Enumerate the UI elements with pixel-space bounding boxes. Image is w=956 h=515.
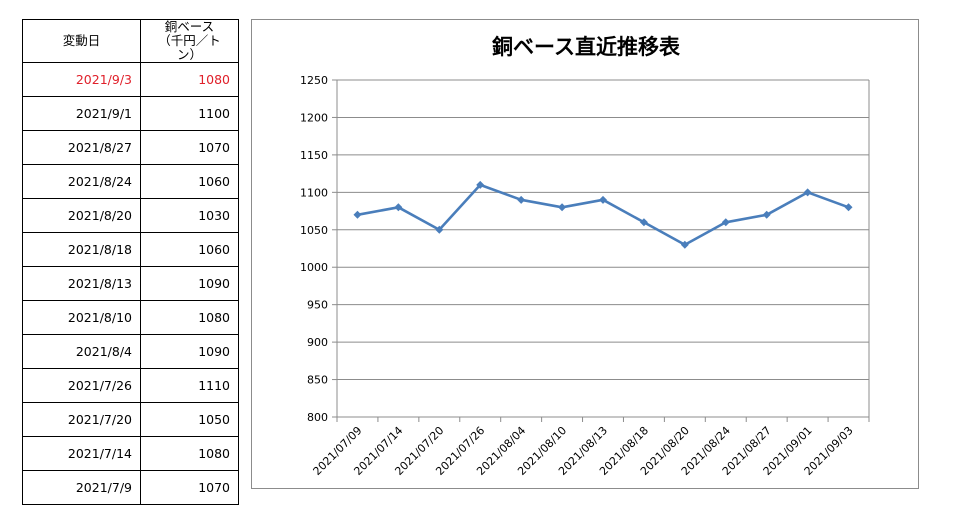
data-point: [353, 210, 362, 219]
x-axis: 2021/07/092021/07/142021/07/202021/07/26…: [311, 417, 870, 478]
price-table: 変動日 銅ベース （千円／トン） 2021/9/3 1080 2021/9/1 110…: [22, 19, 239, 505]
table-row: 2021/8/27 1070: [22, 130, 239, 165]
row-date: 2021/8/4: [22, 334, 141, 369]
table-row: 2021/8/20 1030: [22, 198, 239, 233]
y-tick-label: 1000: [300, 261, 328, 274]
table-row: 2021/7/26 1110: [22, 368, 239, 403]
data-point: [394, 203, 403, 212]
table-row: 2021/8/24 1060: [22, 164, 239, 199]
y-tick-label: 950: [307, 299, 328, 312]
data-point: [639, 218, 648, 227]
row-date: 2021/7/14: [22, 436, 141, 471]
y-tick-label: 800: [307, 411, 328, 424]
row-date: 2021/8/24: [22, 164, 141, 199]
data-point: [476, 180, 485, 189]
row-price: 1080: [140, 300, 239, 335]
row-date: 2021/9/3: [22, 62, 141, 97]
table-row: 2021/8/10 1080: [22, 300, 239, 335]
y-tick-label: 1200: [300, 111, 328, 124]
y-tick-label: 900: [307, 336, 328, 349]
data-point: [680, 240, 689, 249]
data-point: [435, 225, 444, 234]
series-line: [357, 183, 849, 247]
row-price: 1060: [140, 232, 239, 267]
y-tick-label: 1100: [300, 186, 328, 199]
table-row: 2021/8/18 1060: [22, 232, 239, 267]
table-row: 2021/7/20 1050: [22, 402, 239, 437]
table-row: 2021/8/13 1090: [22, 266, 239, 301]
row-price: 1070: [140, 470, 239, 505]
row-price: 1110: [140, 368, 239, 403]
row-price: 1100: [140, 96, 239, 131]
line-chart: 銅ベース直近推移表 800 850 900 950 1000 1050 1100 1150 12…: [300, 35, 870, 478]
row-date: 2021/8/10: [22, 300, 141, 335]
table-body: 2021/9/3 1080 2021/9/1 1100 2021/8/27 1070 202…: [22, 62, 239, 505]
chart-title: 銅ベース直近推移表: [492, 35, 681, 59]
header-date: 変動日: [22, 19, 141, 63]
row-price: 1090: [140, 334, 239, 369]
row-date: 2021/7/9: [22, 470, 141, 505]
row-date: 2021/7/26: [22, 368, 141, 403]
row-price: 1080: [140, 62, 239, 97]
data-point: [762, 210, 771, 219]
y-tick-label: 1150: [300, 149, 328, 162]
row-price: 1030: [140, 198, 239, 233]
y-tick-label: 1250: [300, 74, 328, 87]
y-tick-label: 850: [307, 374, 328, 387]
header-price-line2: （千円／トン）: [158, 33, 221, 62]
y-axis: 800 850 900 950 1000 1050 1100 1150 1200 1250: [300, 74, 338, 424]
data-point: [721, 218, 730, 227]
table-row: 2021/7/14 1080: [22, 436, 239, 471]
row-price: 1070: [140, 130, 239, 165]
data-point: [558, 203, 567, 212]
row-date: 2021/9/1: [22, 96, 141, 131]
row-date: 2021/8/20: [22, 198, 141, 233]
table-row: 2021/9/3 1080: [22, 62, 239, 97]
table-row: 2021/9/1 1100: [22, 96, 239, 131]
series-copper-base: [353, 180, 853, 249]
data-point: [517, 195, 526, 204]
y-tick-label: 1050: [300, 224, 328, 237]
row-date: 2021/8/18: [22, 232, 141, 267]
table-row: 2021/8/4 1090: [22, 334, 239, 369]
data-point: [803, 188, 812, 197]
table-row: 2021/7/9 1070: [22, 470, 239, 505]
header-price: 銅ベース （千円／トン）: [140, 19, 239, 63]
row-price: 1090: [140, 266, 239, 301]
gridlines: [337, 79, 870, 418]
row-price: 1060: [140, 164, 239, 199]
row-date: 2021/8/27: [22, 130, 141, 165]
row-date: 2021/8/13: [22, 266, 141, 301]
table-header-row: 変動日 銅ベース （千円／トン）: [22, 19, 239, 63]
row-price: 1080: [140, 436, 239, 471]
row-price: 1050: [140, 402, 239, 437]
row-date: 2021/7/20: [22, 402, 141, 437]
header-price-line1: 銅ベース: [164, 19, 215, 34]
chart-area: 銅ベース直近推移表 800 850 900 950 1000 1050 1100 1150 12…: [251, 19, 919, 489]
data-point: [599, 195, 607, 204]
data-point: [844, 203, 853, 212]
